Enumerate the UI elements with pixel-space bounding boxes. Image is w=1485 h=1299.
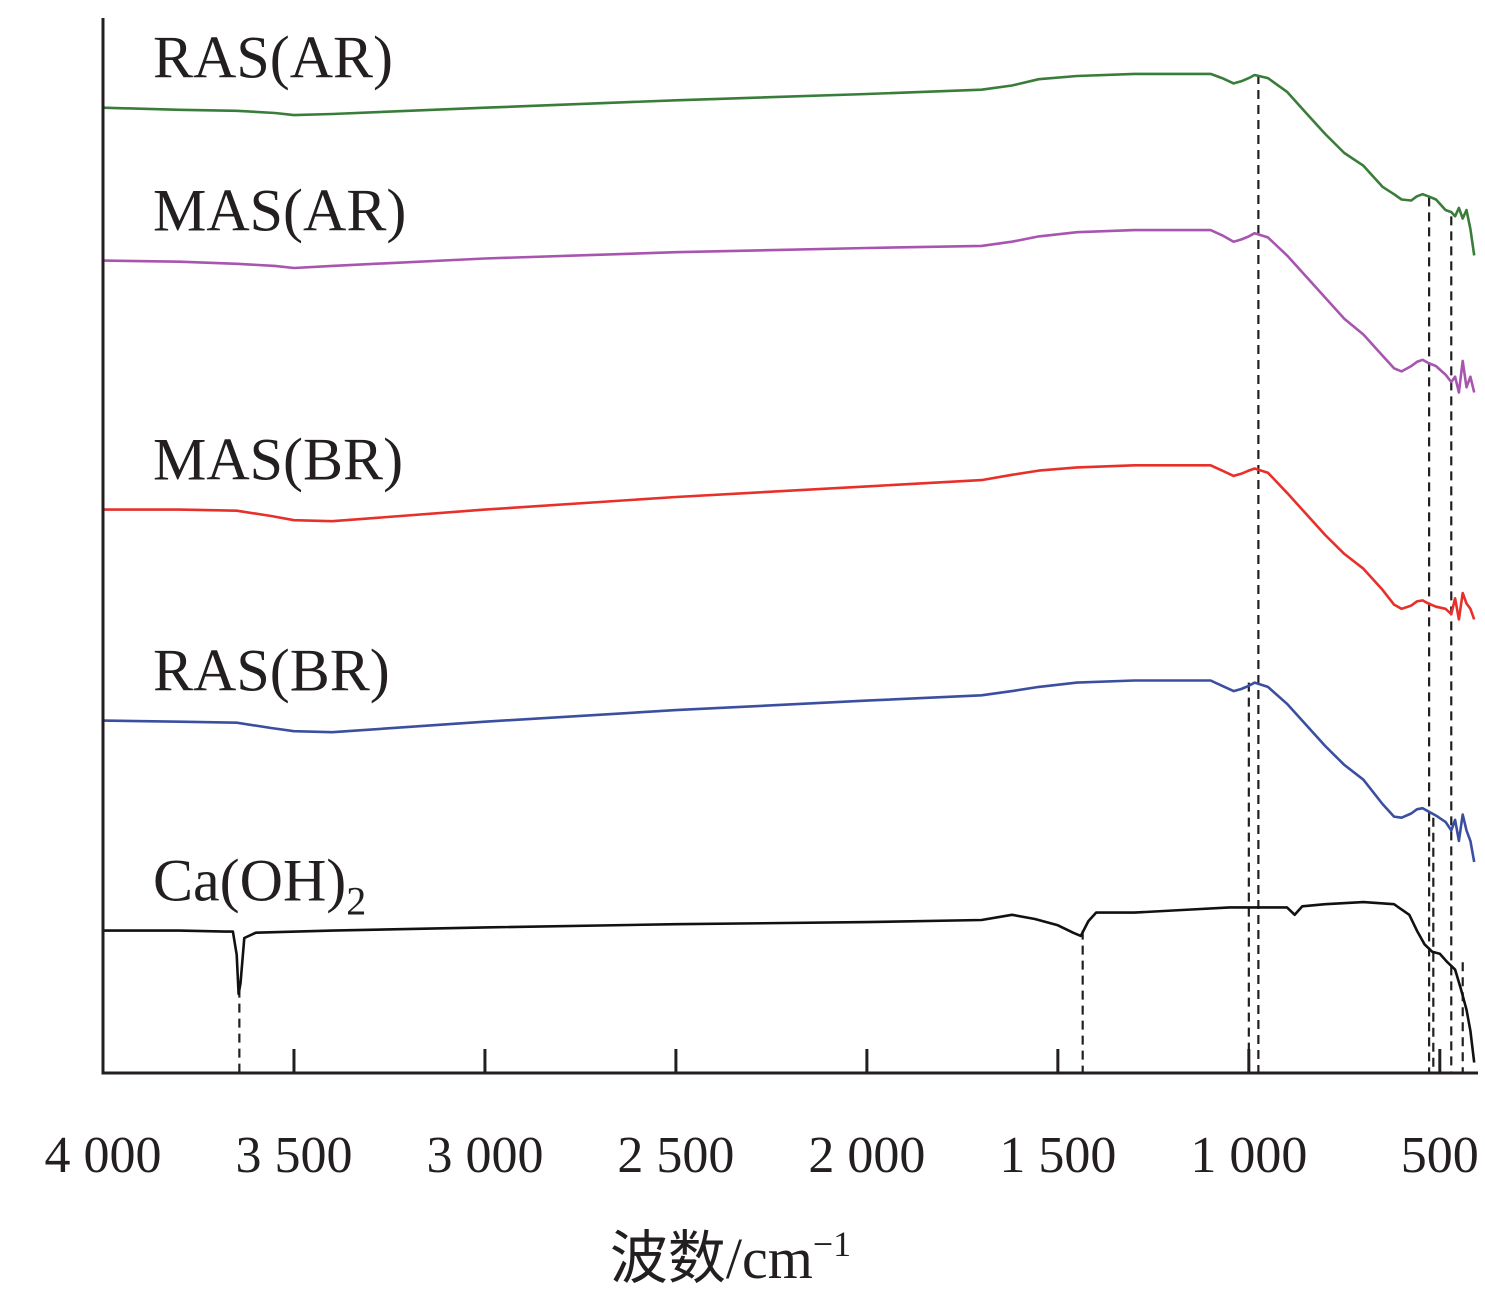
x-tick-label: 500 bbox=[1401, 1127, 1479, 1184]
series-label: RAS(BR) bbox=[153, 638, 390, 704]
x-tick-label: 2 000 bbox=[808, 1127, 925, 1184]
axes bbox=[101, 18, 1478, 1075]
series-label-text: Ca(OH) bbox=[153, 848, 346, 914]
series-labels: RAS(AR) MAS(AR) MAS(BR) RAS(BR) Ca(OH)2 bbox=[153, 25, 406, 924]
x-tick-label: 2 500 bbox=[617, 1127, 734, 1184]
series-label-subscript: 2 bbox=[346, 879, 366, 924]
series-label-text: MAS(BR) bbox=[153, 427, 403, 493]
series-label-text: MAS(AR) bbox=[153, 178, 406, 244]
series-label-text: RAS(AR) bbox=[153, 25, 393, 91]
series-line bbox=[102, 679, 1476, 863]
series-line bbox=[103, 900, 1476, 1063]
x-tick-label: 1 500 bbox=[999, 1127, 1116, 1184]
series-line bbox=[103, 463, 1476, 621]
axis-frame bbox=[101, 18, 1478, 1075]
series-label: MAS(AR) bbox=[153, 178, 406, 244]
x-ticks: 4 000 3 500 3 000 2 500 2 000 1 500 1 000 500 bbox=[45, 1049, 1479, 1184]
x-axis-title: 波数/cm−1 bbox=[610, 1224, 851, 1291]
series-line bbox=[102, 228, 1476, 394]
x-axis-title-superscript: −1 bbox=[813, 1224, 851, 1264]
series-label: RAS(AR) bbox=[153, 25, 393, 91]
series-label: Ca(OH)2 bbox=[153, 848, 366, 924]
x-tick-label: 1 000 bbox=[1190, 1127, 1307, 1184]
series-lines bbox=[102, 72, 1476, 1063]
series-line bbox=[102, 72, 1476, 256]
x-axis-title-text: 波数/cm bbox=[610, 1226, 813, 1291]
x-tick-label: 3 500 bbox=[235, 1127, 352, 1184]
x-tick-label: 4 000 bbox=[45, 1127, 162, 1184]
series-label: MAS(BR) bbox=[153, 427, 403, 493]
x-tick-label: 3 000 bbox=[426, 1127, 543, 1184]
series-label-text: RAS(BR) bbox=[153, 638, 390, 704]
